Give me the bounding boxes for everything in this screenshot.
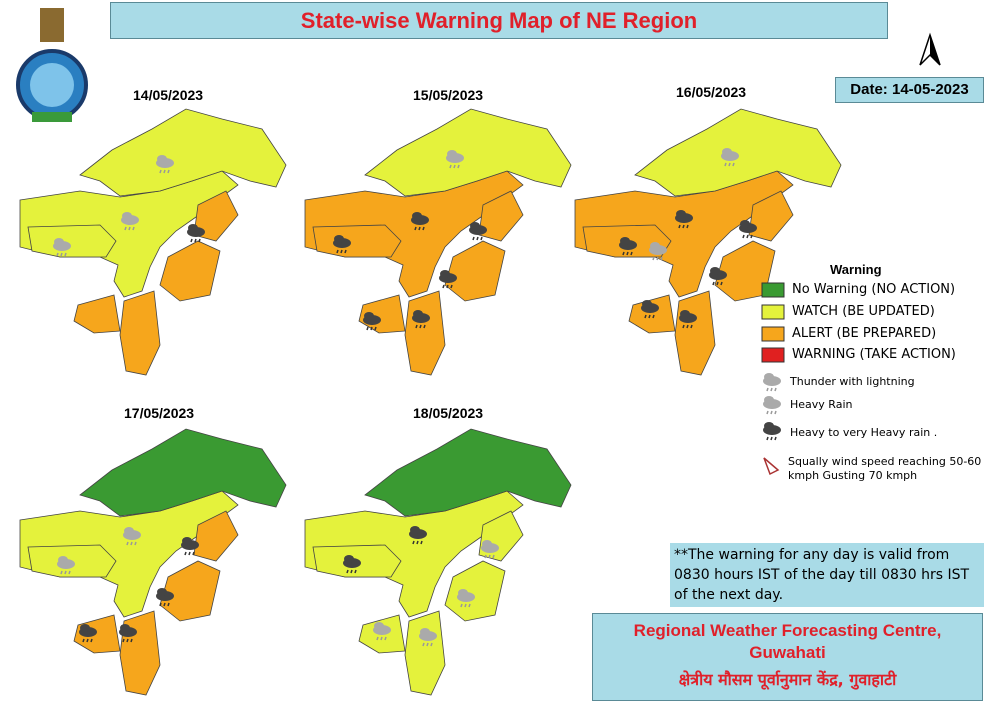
legend-swatch [761, 304, 785, 320]
legend-swatch [761, 326, 785, 342]
footer: Regional Weather Forecasting Centre, Guw… [592, 613, 983, 701]
day-label: 16/05/2023 [676, 84, 747, 100]
footer-name: Regional Weather Forecasting Centre, Guw… [633, 621, 942, 662]
note: **The warning for any day is valid from … [670, 543, 984, 607]
legend-icon-label: Squally wind speed reaching 50-60 kmph G… [788, 455, 982, 482]
north-arrow-fill [930, 35, 940, 65]
legend-icon [763, 457, 780, 476]
legend-level: No Warning (NO ACTION) [792, 282, 956, 297]
legend-icon-label: Heavy Rain [790, 398, 853, 411]
day-label: 17/05/2023 [124, 405, 195, 421]
title: State-wise Warning Map of NE Region [110, 2, 888, 39]
footer-hindi: क्षेत्रीय मौसम पूर्वानुमान केंद्र, गुवाह… [678, 670, 897, 689]
legend-icon-label: Thunder with lightning [790, 375, 915, 388]
legend-icon [762, 395, 782, 415]
day-label: 14/05/2023 [133, 87, 204, 103]
date: Date: 14-05-2023 [835, 77, 984, 103]
day-label: 18/05/2023 [413, 405, 484, 421]
legend-icon [762, 372, 782, 392]
legend-swatch [761, 347, 785, 363]
legend-title: Warning [830, 262, 882, 277]
legend-level: ALERT (BE PREPARED) [792, 326, 937, 341]
legend-icon-label: Heavy to very Heavy rain . [790, 426, 938, 439]
logo [16, 8, 88, 122]
legend-level: WARNING (TAKE ACTION) [792, 347, 956, 362]
day-label: 15/05/2023 [413, 87, 484, 103]
legend-level: WATCH (BE UPDATED) [792, 304, 935, 319]
legend-icon [762, 421, 782, 441]
legend-swatch [761, 282, 785, 298]
